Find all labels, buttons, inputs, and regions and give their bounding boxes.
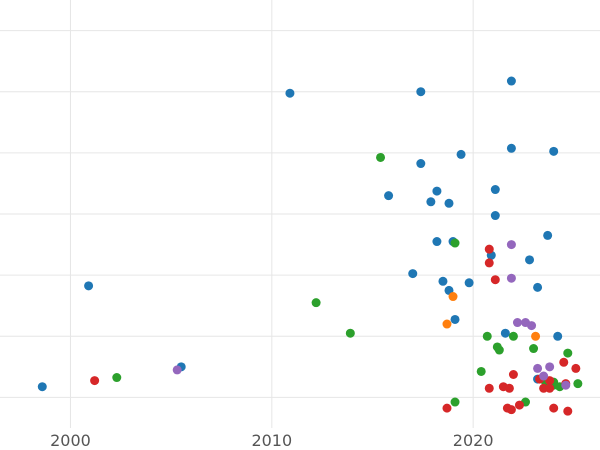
data-point — [416, 87, 426, 97]
data-point — [506, 76, 516, 86]
data-point — [506, 240, 516, 250]
data-point — [438, 276, 448, 286]
data-point — [484, 244, 494, 254]
data-point — [90, 376, 100, 386]
data-point — [490, 211, 500, 221]
data-point — [529, 344, 539, 354]
data-point — [533, 363, 543, 373]
data-point — [426, 197, 436, 207]
data-point — [563, 406, 573, 416]
x-tick-label-2000: 2000 — [50, 431, 91, 450]
data-point — [84, 281, 94, 291]
data-point — [384, 191, 394, 201]
x-axis-ticks: 2000 2010 2020 — [50, 431, 493, 450]
data-point — [37, 382, 47, 392]
data-point — [490, 275, 500, 285]
data-point — [432, 186, 442, 196]
data-point — [512, 318, 522, 328]
data-point — [571, 363, 581, 373]
data-point — [514, 400, 524, 410]
data-point — [506, 405, 516, 415]
data-point — [450, 238, 460, 248]
data-point — [508, 370, 518, 379]
data-point — [484, 383, 494, 393]
data-point — [408, 269, 418, 279]
data-point — [450, 314, 460, 324]
data-point — [311, 298, 321, 308]
data-points — [37, 76, 583, 416]
data-point — [416, 159, 426, 169]
data-point — [456, 149, 466, 159]
data-point — [508, 331, 518, 341]
data-point — [539, 371, 549, 381]
data-point — [573, 379, 583, 389]
grid-lines — [0, 0, 600, 428]
data-point — [476, 366, 486, 376]
data-point — [545, 383, 555, 393]
x-tick-label-2020: 2020 — [453, 431, 494, 450]
data-point — [450, 397, 460, 407]
data-point — [500, 328, 510, 338]
data-point — [482, 331, 492, 341]
data-point — [484, 258, 494, 268]
data-point — [561, 380, 571, 390]
data-point — [506, 273, 516, 283]
data-point — [531, 331, 541, 341]
data-point — [545, 362, 555, 372]
data-point — [563, 348, 573, 358]
data-point — [504, 383, 514, 393]
data-point — [494, 345, 504, 355]
data-point — [464, 278, 474, 288]
data-point — [549, 146, 559, 156]
data-point — [442, 403, 452, 413]
data-point — [533, 282, 543, 292]
data-point — [448, 292, 458, 302]
data-point — [172, 365, 182, 375]
data-point — [442, 319, 452, 329]
data-point — [506, 143, 516, 153]
data-point — [444, 198, 454, 208]
data-point — [345, 328, 355, 338]
data-point — [559, 357, 569, 367]
data-point — [549, 403, 559, 413]
data-point — [376, 152, 386, 162]
data-point — [285, 88, 295, 98]
data-point — [112, 373, 122, 383]
data-point — [490, 185, 500, 195]
data-point — [553, 331, 563, 341]
x-tick-label-2010: 2010 — [251, 431, 292, 450]
data-point — [432, 237, 442, 247]
data-point — [527, 321, 537, 331]
data-point — [525, 255, 535, 265]
data-point — [543, 230, 553, 240]
